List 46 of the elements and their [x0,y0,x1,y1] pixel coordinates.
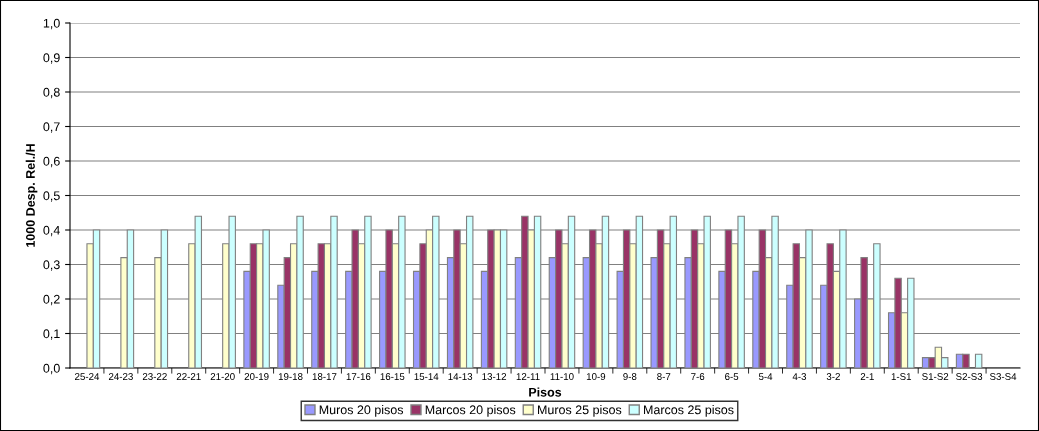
y-tick-label: 0,8 [43,87,60,99]
y-tick-label: 0,7 [43,122,60,133]
x-axis-title: Pisos [529,387,562,397]
x-tick-label: 21-20 [210,373,235,380]
y-axis-title: 1000 Desp. Rel./H [25,144,38,247]
x-tick-label: 5-4 [758,373,773,380]
x-tick-label: 8-7 [657,373,671,380]
x-tick-label: S2-S3 [956,373,983,380]
y-tick-label: 0,2 [43,294,60,306]
x-tick-label: 16-15 [380,373,405,380]
x-tick-label: 2-1 [860,373,874,380]
x-tick-label: 9-8 [623,373,637,380]
x-tick-label: 11-10 [550,373,574,380]
y-tick-label: 0,0 [43,363,60,375]
x-tick-label: S1-S2 [922,373,949,380]
x-tick-label: 22-21 [176,373,201,380]
legend-label: Marcos 20 pisos [425,405,516,417]
x-tick-label: 17-16 [346,373,371,380]
y-tick-label: 0,3 [43,260,60,271]
y-tick-label: 0,6 [43,156,60,168]
y-tick-label: 0,9 [43,53,60,64]
y-tick-label: 0,4 [43,225,60,237]
legend-label: Muros 20 pisos [319,405,404,417]
x-tick-label: 6-5 [725,373,739,380]
x-tick-label: 18-17 [312,373,337,380]
x-tick-label: 19-18 [278,373,303,380]
x-tick-label: S3-S4 [989,373,1017,380]
x-tick-label: 20-19 [244,373,269,380]
bar [974,353,983,368]
x-tick-label: 24-23 [108,373,133,380]
x-tick-label: 3-2 [826,373,840,380]
x-tick-label: 12-11 [516,373,540,380]
y-tick-label: 1,0 [43,18,60,30]
x-tick-label: 14-13 [448,373,473,380]
x-tick-label: 10-9 [586,373,606,380]
legend-label: Muros 25 pisos [538,405,622,417]
x-tick-label: 23-22 [142,373,167,380]
x-tick-label: 4-3 [792,373,807,380]
legend-label: Marcos 25 pisos [644,405,734,417]
x-tick-label: 7-6 [691,373,705,380]
y-tick-label: 0,5 [43,191,60,202]
x-tick-label: 13-12 [482,373,507,380]
y-tick-label: 0,1 [43,329,60,340]
x-tick-label: 25-24 [75,373,100,380]
x-tick-label: 1-S1 [891,373,912,380]
x-tick-label: 15-14 [414,373,439,380]
